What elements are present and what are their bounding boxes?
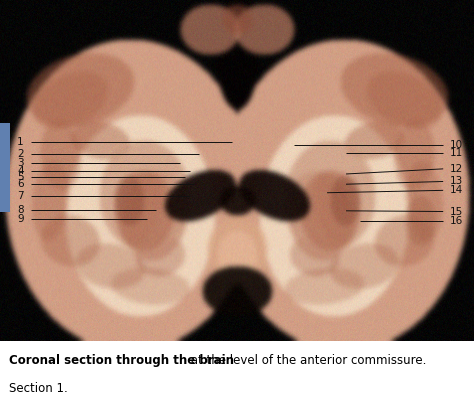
Text: 11: 11 — [450, 148, 464, 158]
Text: 15: 15 — [450, 206, 464, 217]
Text: 16: 16 — [450, 216, 464, 226]
Text: 6: 6 — [17, 179, 24, 189]
Text: 10: 10 — [450, 140, 464, 150]
Text: 9: 9 — [17, 214, 24, 224]
Text: 7: 7 — [17, 191, 24, 201]
Text: 1: 1 — [17, 136, 24, 147]
Text: 2: 2 — [17, 149, 24, 159]
Text: 12: 12 — [450, 164, 464, 174]
Text: at the level of the anterior commissure.: at the level of the anterior commissure. — [187, 354, 427, 367]
Text: 14: 14 — [450, 185, 464, 195]
Text: 8: 8 — [17, 205, 24, 215]
Text: 3: 3 — [17, 158, 24, 168]
Text: Section 1.: Section 1. — [9, 382, 68, 395]
Bar — [0, 123, 10, 212]
Text: 5: 5 — [17, 172, 24, 182]
Text: 4: 4 — [17, 166, 24, 175]
Text: 13: 13 — [450, 176, 464, 187]
Text: Coronal section through the brain: Coronal section through the brain — [9, 354, 235, 367]
